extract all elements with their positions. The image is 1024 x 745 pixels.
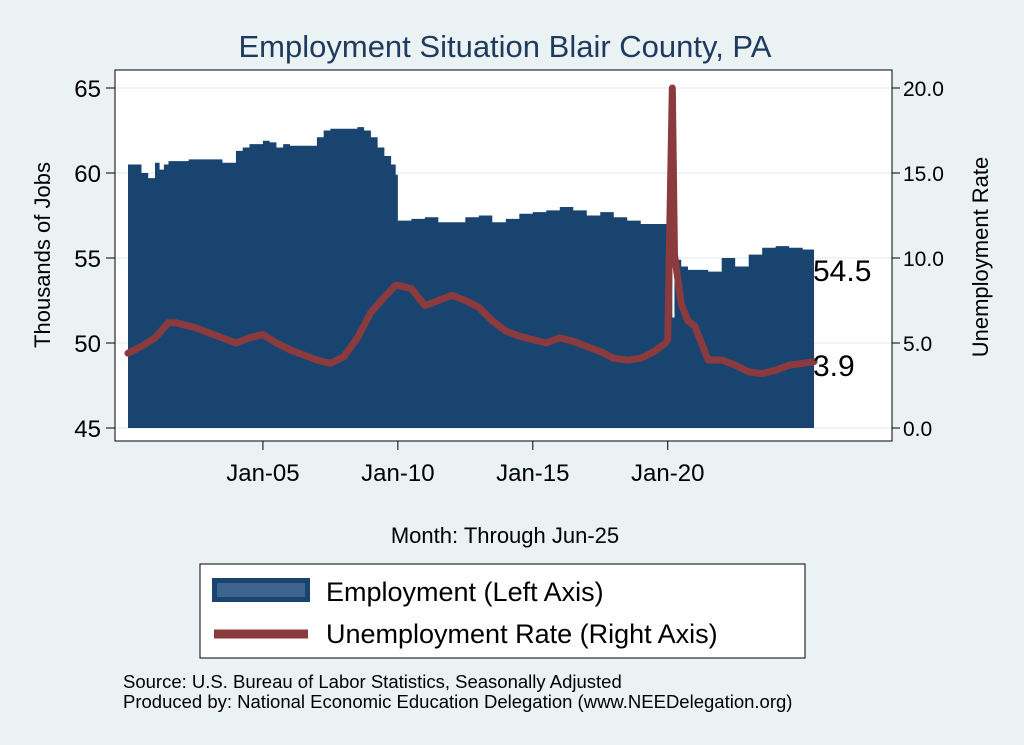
right-tick-label: 0.0: [903, 418, 932, 441]
x-tick-label: Jan-20: [631, 460, 704, 487]
x-axis-label: Month: Through Jun-25: [391, 523, 619, 548]
left-tick-label: 60: [74, 161, 101, 188]
x-tick-label: Jan-05: [226, 460, 299, 487]
right-tick-label: 5.0: [903, 333, 932, 356]
unemployment-end-label: 3.9: [813, 350, 855, 383]
legend-swatch-employment-inner: [217, 583, 305, 597]
employment-end-label: 54.5: [813, 255, 871, 288]
legend: Employment (Left Axis) Unemployment Rate…: [199, 563, 806, 659]
left-tick-label: 65: [74, 76, 101, 103]
legend-label-unemployment: Unemployment Rate (Right Axis): [326, 619, 718, 649]
left-tick-label: 45: [74, 416, 101, 443]
left-axis-label: Thousands of Jobs: [30, 162, 55, 348]
legend-label-employment: Employment (Left Axis): [326, 577, 604, 607]
right-tick-label: 10.0: [903, 248, 944, 271]
source-line: Source: U.S. Bureau of Labor Statistics,…: [123, 671, 622, 692]
right-tick-label: 15.0: [903, 163, 944, 186]
unemployment-line: [124, 84, 818, 378]
left-tick-label: 55: [74, 246, 101, 273]
axes: 45 50 55 60 65 0.0 5.0 10.0 15.0 20.0 Jan-05 Jan-10…: [74, 70, 944, 487]
right-tick-label: 20.0: [903, 78, 944, 101]
right-axis-label: Unemployment Rate: [968, 157, 993, 358]
chart-title: Employment Situation Blair County, PA: [239, 29, 772, 64]
x-tick-label: Jan-15: [496, 460, 569, 487]
x-tick-label: Jan-10: [361, 460, 434, 487]
produced-by-line: Produced by: National Economic Education…: [123, 691, 793, 712]
left-tick-label: 50: [74, 331, 101, 358]
source-note: Source: U.S. Bureau of Labor Statistics,…: [123, 672, 792, 712]
